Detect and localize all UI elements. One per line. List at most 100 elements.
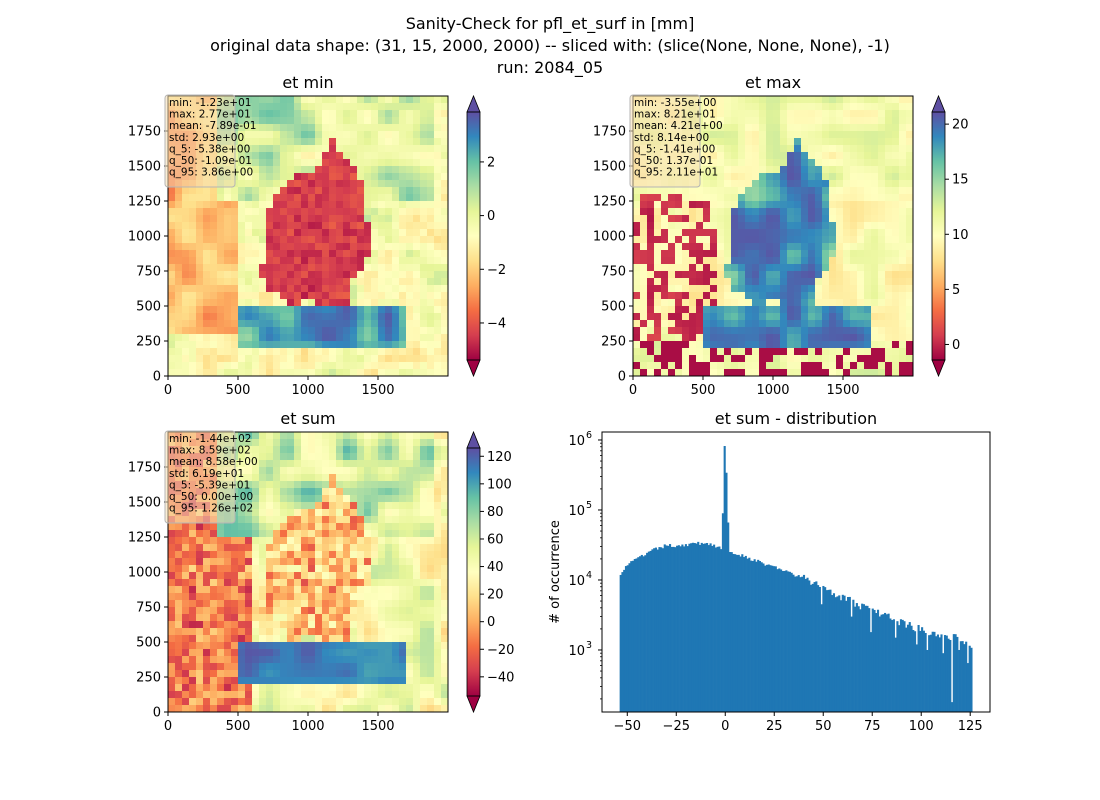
- et-max-cell: [892, 215, 900, 223]
- et-max-cell: [752, 159, 760, 167]
- et-max-cell: [871, 341, 879, 349]
- et-min-cell: [308, 117, 316, 125]
- et-max-cell: [745, 208, 753, 216]
- et-sum-cell: [210, 705, 218, 712]
- et-sum-cell: [294, 621, 302, 629]
- et-sum-cell: [294, 565, 302, 573]
- et-min-cell: [245, 96, 253, 104]
- et-sum-cell: [252, 558, 260, 566]
- et-min-cell: [252, 152, 260, 160]
- et-min-cell: [294, 341, 302, 349]
- et-sum-cell: [399, 593, 407, 601]
- et-max-cell: [836, 341, 844, 349]
- et-max-cell: [864, 236, 872, 244]
- et-max-cell: [787, 285, 795, 293]
- et-min-cell: [392, 271, 400, 279]
- et-sum-cell: [266, 537, 274, 545]
- et-sum-cell: [420, 579, 428, 587]
- et-min-cell: [350, 194, 358, 202]
- et-min-cell: [259, 117, 267, 125]
- et-sum-cell: [280, 628, 288, 636]
- et-min-cell: [336, 229, 344, 237]
- et-min-cell: [364, 306, 372, 314]
- et-sum-cell: [392, 670, 400, 678]
- et-min-cell: [196, 271, 204, 279]
- et-max-cell: [878, 257, 886, 265]
- et-min-cell: [287, 215, 295, 223]
- et-sum-cell: [189, 537, 197, 545]
- et-min-cell: [273, 222, 281, 230]
- et-max-cell: [815, 334, 823, 342]
- et-sum-cell: [196, 677, 204, 685]
- et-max-cell: [731, 166, 739, 174]
- et-sum-cell: [420, 593, 428, 601]
- et-sum-cell: [315, 530, 323, 538]
- et-min-cell: [336, 145, 344, 153]
- et-max-cell: [731, 250, 739, 258]
- et-min-cell: [168, 194, 176, 202]
- et-sum-cell: [427, 621, 435, 629]
- et-max-cell: [899, 215, 907, 223]
- et-max-cell: [668, 264, 676, 272]
- et-max-cell: [717, 236, 725, 244]
- et-min-cell: [364, 201, 372, 209]
- et-max-cell: [647, 313, 655, 321]
- et-min-cell: [245, 313, 253, 321]
- et-max-cell: [661, 313, 669, 321]
- et-max-cell: [794, 271, 802, 279]
- et-max-cell: [647, 264, 655, 272]
- et-sum-cell: [336, 439, 344, 447]
- et-sum-cell: [399, 439, 407, 447]
- et-sum-cell: [315, 698, 323, 706]
- et-min-cell: [322, 201, 330, 209]
- et-min-cell: [315, 334, 323, 342]
- et-min-cell: [329, 355, 337, 363]
- et-sum-cell: [315, 432, 323, 440]
- et-min-cell: [364, 320, 372, 328]
- et-sum-cell: [287, 502, 295, 510]
- et-min-cell: [203, 264, 211, 272]
- et-min-cell: [210, 215, 218, 223]
- et-max-cell: [780, 320, 788, 328]
- et-sum-cell: [413, 537, 421, 545]
- et-min-cell: [182, 292, 190, 300]
- et-sum-cell: [434, 586, 442, 594]
- et-sum-cell: [308, 572, 316, 580]
- et-sum-cell: [343, 572, 351, 580]
- et-max-cell: [717, 264, 725, 272]
- et-sum-cell: [315, 677, 323, 685]
- et-sum-cell: [273, 495, 281, 503]
- et-sum-cell: [406, 698, 414, 706]
- et-sum-cell: [224, 579, 232, 587]
- et-min-cell: [427, 243, 435, 251]
- et-max-cell: [710, 243, 718, 251]
- et-min-cell: [371, 278, 379, 286]
- et-sum-cell: [343, 642, 351, 650]
- et-min-cell: [392, 173, 400, 181]
- et-min-cell: [315, 138, 323, 146]
- et-min-cell: [392, 166, 400, 174]
- et-sum-cell: [322, 488, 330, 496]
- et-max-cell: [717, 215, 725, 223]
- et-max-cell: [717, 159, 725, 167]
- et-sum-cell: [364, 474, 372, 482]
- et-min-cell: [175, 320, 183, 328]
- et-min-cell: [378, 369, 386, 376]
- et-max-cell: [773, 341, 781, 349]
- et-max-cell: [822, 187, 830, 195]
- et-min-cell: [294, 236, 302, 244]
- et-min-stats-line: min: -1.23e+01: [169, 97, 251, 109]
- et-min-cell: [238, 145, 246, 153]
- et-min-cell: [434, 124, 442, 132]
- et-min-cell: [406, 299, 414, 307]
- et-min-cell: [203, 292, 211, 300]
- et-max-cell: [675, 229, 683, 237]
- et-min-cell: [245, 110, 253, 118]
- et-max-cell: [738, 341, 746, 349]
- et-sum-cell: [217, 530, 225, 538]
- et-max-cell: [878, 229, 886, 237]
- et-min-cell: [364, 278, 372, 286]
- et-max-cell: [668, 306, 676, 314]
- et-sum-cell: [273, 677, 281, 685]
- et-max-cell: [759, 320, 767, 328]
